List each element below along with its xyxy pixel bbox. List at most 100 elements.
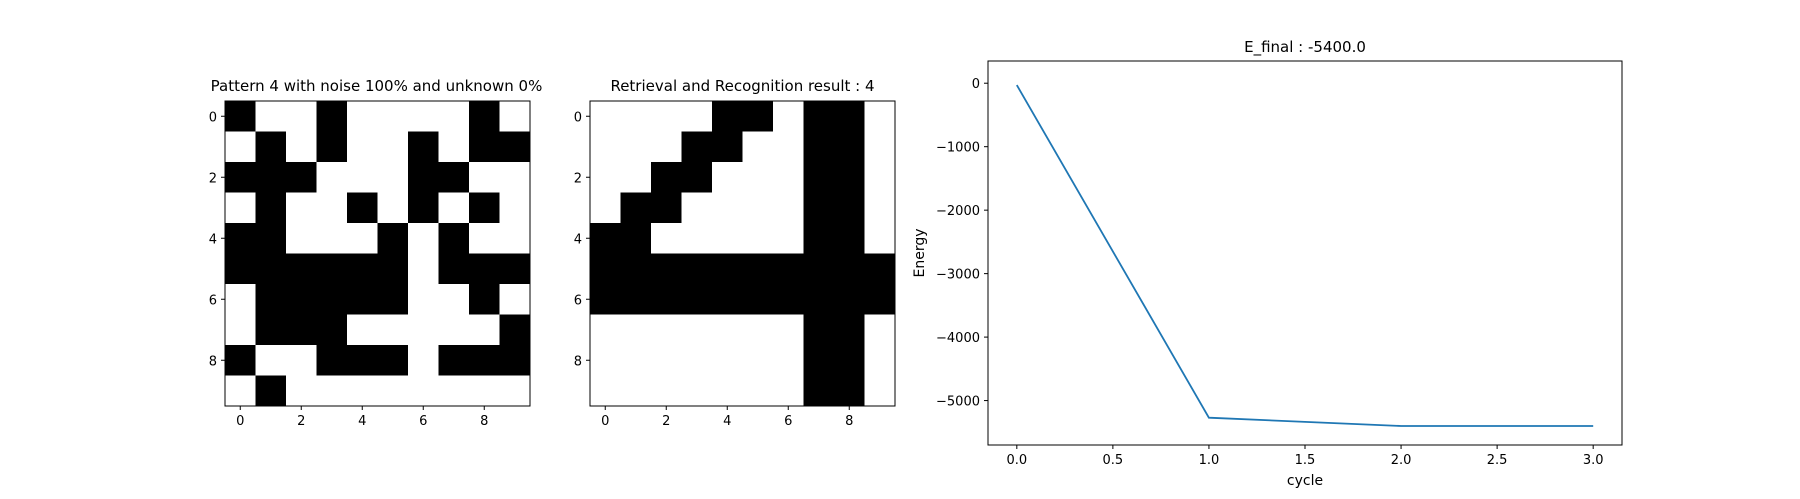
heatmap-cell: [225, 192, 256, 224]
heatmap-cell: [316, 131, 348, 163]
heatmap-cell: [408, 131, 439, 163]
heatmap-cell: [742, 192, 774, 224]
heatmap-cell: [590, 345, 621, 376]
y-tick-label: 2: [209, 171, 217, 186]
heatmap-cell: [773, 192, 804, 224]
heatmap-cell: [803, 284, 835, 315]
x-tick-label: 0: [236, 414, 244, 429]
heatmap-cell: [347, 101, 378, 132]
heatmap-cell: [742, 314, 774, 346]
y-tick-label: −4000: [936, 331, 980, 346]
heatmap-cell: [803, 162, 835, 193]
heatmap-cell: [377, 345, 409, 376]
heatmap-cell: [286, 131, 317, 163]
heatmap-cell: [255, 314, 287, 346]
heatmap-cell: [864, 345, 896, 376]
y-tick-label: 4: [209, 232, 217, 247]
heatmap-cell: [620, 375, 652, 407]
heatmap-cell: [620, 101, 652, 132]
heatmap-cell: [469, 284, 500, 315]
x-tick-label: 8: [845, 414, 853, 429]
y-tick-label: 0: [574, 110, 582, 125]
heatmap-cell: [225, 253, 256, 285]
x-tick-label: 2.0: [1391, 453, 1412, 468]
result-panel: Retrieval and Recognition result : 4 0 2 4…: [574, 77, 896, 429]
heatmap-cell: [773, 345, 804, 376]
heatmap-cell: [681, 162, 713, 193]
x-tick-label: 2.5: [1487, 453, 1508, 468]
heatmap-cell: [286, 162, 317, 193]
y-tick-label: 2: [574, 171, 582, 186]
heatmap-cell: [225, 375, 256, 407]
heatmap-cell: [286, 284, 317, 315]
heatmap-cell: [681, 314, 713, 346]
heatmap-cell: [438, 345, 470, 376]
heatmap-cell: [864, 375, 896, 407]
heatmap-cell: [347, 345, 378, 376]
heatmap-cell: [773, 284, 804, 315]
y-tick-label: 0: [972, 77, 980, 92]
heatmap-cell: [408, 162, 439, 193]
heatmap-cell: [316, 162, 348, 193]
heatmap-cell: [773, 131, 804, 163]
heatmap-cell: [469, 192, 500, 224]
x-tick-label: 0.0: [1006, 453, 1027, 468]
x-tick-label: 4: [358, 414, 366, 429]
y-tick-label: 6: [574, 293, 582, 308]
heatmap-cell: [712, 314, 743, 346]
heatmap-cell: [742, 223, 774, 254]
heatmap-cell: [742, 345, 774, 376]
heatmap-cell: [469, 131, 500, 163]
heatmap-cell: [681, 101, 713, 132]
heatmap-cell: [803, 314, 835, 346]
heatmap-cell: [773, 101, 804, 132]
heatmap-cell: [499, 162, 531, 193]
energy-x-axis-label: cycle: [1287, 473, 1323, 489]
heatmap-cell: [864, 162, 896, 193]
heatmap-cell: [469, 101, 500, 132]
heatmap-cell: [651, 375, 682, 407]
heatmap-cell: [377, 101, 409, 132]
heatmap-cell: [773, 223, 804, 254]
heatmap-cell: [712, 192, 743, 224]
heatmap-cell: [225, 162, 256, 193]
heatmap-cell: [681, 131, 713, 163]
heatmap-cell: [834, 162, 865, 193]
heatmap-cell: [347, 253, 378, 285]
heatmap-cell: [255, 284, 287, 315]
heatmap-cell: [408, 345, 439, 376]
pattern-ticks: 0 2 4 6 8 0 2 4 6 8: [209, 110, 489, 429]
heatmap-cell: [620, 314, 652, 346]
heatmap-cell: [286, 101, 317, 132]
heatmap-cell: [651, 284, 682, 315]
heatmap-cell: [651, 253, 682, 285]
heatmap-cell: [834, 131, 865, 163]
y-tick-label: 6: [209, 293, 217, 308]
heatmap-cell: [864, 253, 896, 285]
heatmap-cell: [377, 375, 409, 407]
heatmap-cell: [377, 284, 409, 315]
heatmap-cell: [499, 375, 531, 407]
heatmap-cell: [712, 375, 743, 407]
heatmap-cell: [864, 284, 896, 315]
heatmap-cell: [590, 314, 621, 346]
heatmap-cell: [773, 314, 804, 346]
heatmap-cell: [438, 253, 470, 285]
energy-series-line: [1016, 84, 1594, 427]
y-tick-label: 8: [574, 354, 582, 369]
heatmap-cell: [316, 314, 348, 346]
heatmap-cell: [742, 284, 774, 315]
heatmap-cell: [834, 253, 865, 285]
heatmap-cell: [438, 131, 470, 163]
pattern-frame: [224, 100, 531, 407]
heatmap-cell: [620, 223, 652, 254]
heatmap-cell: [742, 131, 774, 163]
heatmap-cell: [438, 192, 470, 224]
heatmap-cell: [408, 223, 439, 254]
heatmap-cell: [864, 101, 896, 132]
heatmap-cell: [590, 192, 621, 224]
heatmap-cell: [469, 162, 500, 193]
x-tick-label: 1.0: [1199, 453, 1220, 468]
heatmap-cell: [408, 314, 439, 346]
heatmap-cell: [803, 375, 835, 407]
